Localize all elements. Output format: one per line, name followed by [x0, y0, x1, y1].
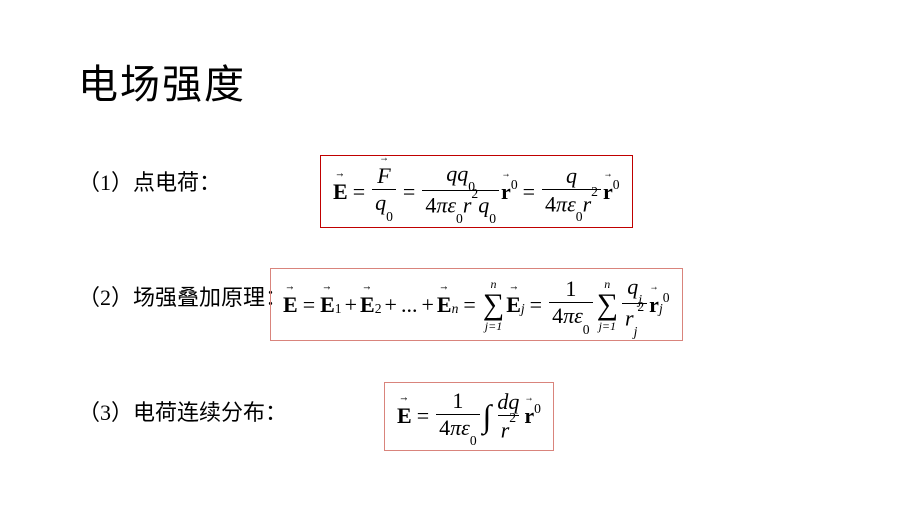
const: 4 — [552, 303, 563, 328]
var-q: q — [566, 163, 577, 188]
superscript: 0 — [511, 177, 518, 193]
fraction: dq r2 — [494, 390, 522, 443]
vector-r: r — [524, 403, 534, 429]
superscript: 2 — [509, 410, 516, 425]
item-2: （2）场强叠加原理： — [78, 280, 287, 312]
equals-sign: = — [417, 403, 429, 429]
subscript: 0 — [470, 433, 477, 448]
equals-sign: = — [353, 179, 365, 205]
equals-sign: = — [530, 292, 542, 318]
var-q: q — [446, 161, 457, 186]
subscript: j — [634, 324, 638, 339]
superscript: 0 — [663, 290, 670, 306]
epsilon: ε — [574, 303, 583, 328]
fraction: 1 4πε0 — [549, 277, 593, 332]
subscript: 0 — [456, 211, 463, 226]
var-r: r — [625, 306, 634, 331]
pi: π — [556, 191, 567, 216]
vector-r: r — [501, 179, 511, 205]
pi: π — [563, 303, 574, 328]
item-1: （1）点电荷： — [78, 165, 221, 197]
sigma-icon: ∑ — [597, 290, 618, 320]
summation: n ∑ j=1 — [597, 278, 618, 332]
const: 4 — [545, 191, 556, 216]
subscript: 0 — [386, 209, 393, 224]
superscript: 0 — [534, 401, 541, 417]
equals-sign: = — [303, 292, 315, 318]
sum-lower: j=1 — [485, 320, 502, 332]
vector-E: E — [397, 403, 412, 429]
subscript: 0 — [583, 322, 590, 337]
vector-E: E — [333, 179, 348, 205]
item-3: （3）电荷连续分布： — [78, 395, 287, 427]
equals-sign: = — [463, 292, 475, 318]
item-3-label: （3）电荷连续分布： — [78, 395, 287, 427]
plus-sign: + — [345, 292, 357, 318]
subscript: 1 — [335, 301, 342, 317]
subscript: 0 — [489, 211, 496, 226]
equation-1: E = F q0 = qq0 4πε0r2q0 r0 = q 4πε0r2 r0 — [320, 155, 633, 228]
summation: n ∑ j=1 — [483, 278, 504, 332]
subscript: 0 — [576, 209, 583, 224]
epsilon: ε — [447, 193, 456, 218]
page-title: 电场强度 — [78, 52, 246, 110]
plus-sign: + — [385, 292, 397, 318]
item-2-label: （2）场强叠加原理： — [78, 280, 287, 312]
superscript: 0 — [613, 177, 620, 193]
sum-lower: j=1 — [599, 320, 616, 332]
fraction: qj rj2 — [622, 275, 647, 334]
superscript: 2 — [471, 186, 478, 201]
subscript: n — [452, 301, 459, 317]
vector-r: r — [649, 292, 659, 318]
epsilon: ε — [461, 415, 470, 440]
const: 1 — [452, 388, 463, 413]
subscript: j — [521, 301, 525, 317]
vector-E: E — [437, 292, 452, 318]
plus-sign: + — [421, 292, 433, 318]
fraction: qq0 4πε0r2q0 — [422, 162, 499, 221]
var-q: q — [457, 161, 468, 186]
equals-sign: = — [403, 179, 415, 205]
item-1-label: （1）点电荷： — [78, 165, 221, 197]
pi: π — [436, 193, 447, 218]
epsilon: ε — [567, 191, 576, 216]
integral-icon: ∫ — [483, 398, 492, 435]
vector-E: E — [283, 292, 298, 318]
pi: π — [450, 415, 461, 440]
superscript: 2 — [637, 299, 644, 314]
var-q: q — [375, 190, 386, 215]
ellipsis: ... — [401, 292, 418, 318]
sigma-icon: ∑ — [483, 290, 504, 320]
vector-r: r — [603, 179, 613, 205]
const: 1 — [565, 276, 576, 301]
vector-E: E — [320, 292, 335, 318]
var-r: r — [583, 191, 592, 216]
vector-F: F — [377, 164, 390, 188]
var-q: q — [478, 193, 489, 218]
const: 4 — [425, 193, 436, 218]
vector-E: E — [360, 292, 375, 318]
equals-sign: = — [523, 179, 535, 205]
var-q: q — [627, 274, 638, 299]
vector-E: E — [506, 292, 521, 318]
equation-2: E = E1 + E2 + ... + En = n ∑ j=1 Ej = 1 … — [270, 268, 683, 341]
equation-3: E = 1 4πε0 ∫ dq r2 r0 — [384, 382, 554, 451]
fraction: 1 4πε0 — [436, 389, 480, 444]
const: 4 — [439, 415, 450, 440]
superscript: 2 — [591, 184, 598, 199]
fraction: F q0 — [372, 164, 396, 219]
differential: d — [497, 389, 508, 414]
subscript: 2 — [375, 301, 382, 317]
var-r: r — [501, 417, 510, 442]
fraction: q 4πε0r2 — [542, 164, 601, 220]
